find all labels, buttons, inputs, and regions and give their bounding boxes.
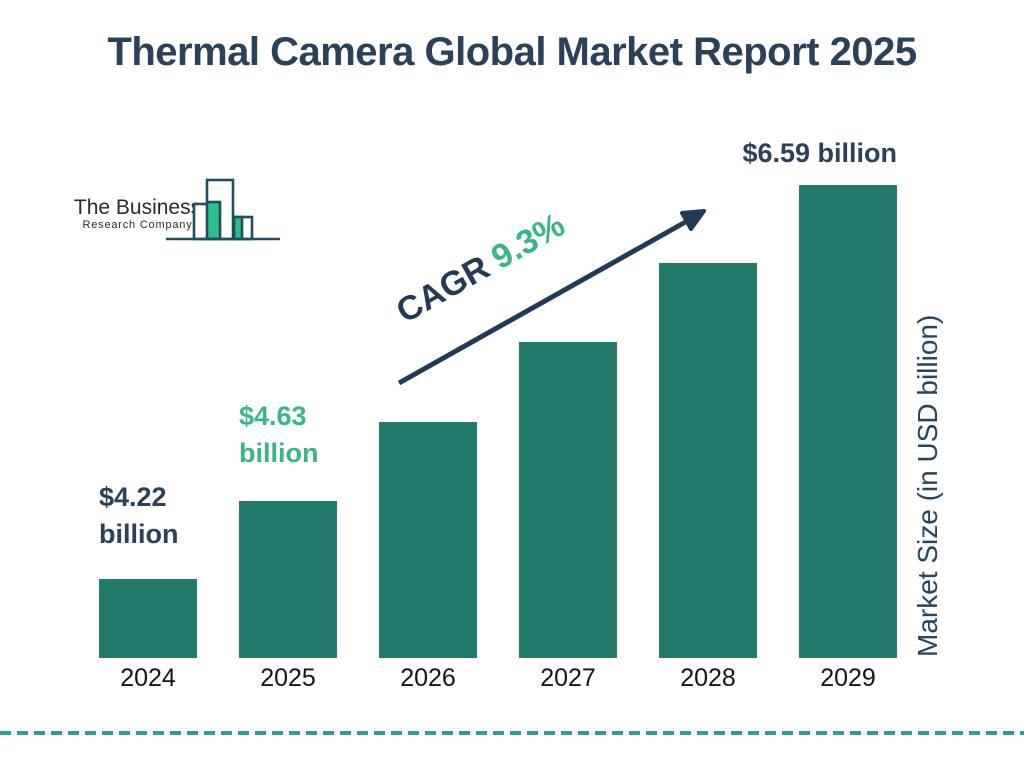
x-tick-2025: 2025 xyxy=(260,664,316,692)
x-tick-2027: 2027 xyxy=(540,664,596,692)
company-logo-subname: Research Company xyxy=(82,219,193,231)
bar-2029 xyxy=(799,185,897,658)
x-tick-2028: 2028 xyxy=(680,664,736,692)
x-tick-2024: 2024 xyxy=(120,664,176,692)
company-logo-name: The Business xyxy=(73,196,202,219)
value-label-2029: $6.59 billion xyxy=(742,138,897,168)
x-tick-2026: 2026 xyxy=(400,664,456,692)
value-label-2025: $4.63 billion xyxy=(239,401,319,468)
page-title: Thermal Camera Global Market Report 2025 xyxy=(107,30,917,74)
bar-2025 xyxy=(239,501,337,658)
bar-2028 xyxy=(659,263,757,658)
value-label-2024: $4.22 billion xyxy=(99,482,179,549)
y-axis-label: Market Size (in USD billion) xyxy=(912,314,943,657)
bar-2027 xyxy=(519,342,617,658)
bar-2026 xyxy=(379,422,477,658)
bar-chart-skyline-icon xyxy=(166,178,280,241)
company-logo: The Business Research Company xyxy=(70,178,290,246)
x-tick-2029: 2029 xyxy=(820,664,876,692)
bar-2024 xyxy=(99,579,197,658)
company-logo-text: The Business Research Company xyxy=(70,196,205,232)
